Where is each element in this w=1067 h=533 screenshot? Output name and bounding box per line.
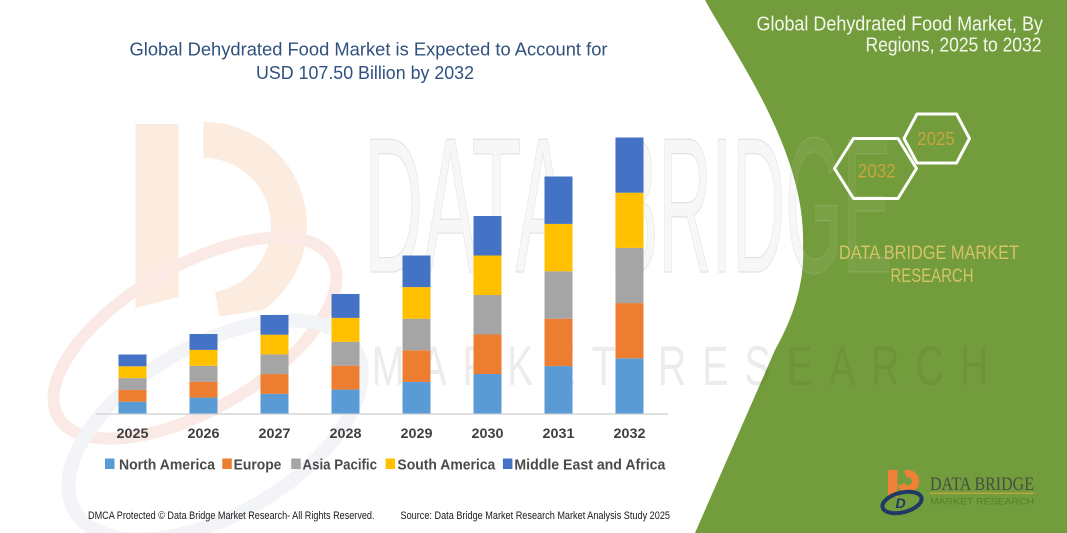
svg-text:2026: 2026	[188, 426, 221, 441]
svg-text:South America: South America	[397, 457, 496, 474]
svg-text:Middle East and Africa: Middle East and Africa	[514, 457, 666, 474]
svg-text:Asia Pacific: Asia Pacific	[303, 457, 378, 474]
svg-text:Europe: Europe	[234, 457, 282, 474]
svg-text:Global Dehydrated Food Market: Global Dehydrated Food Market is Expecte…	[130, 40, 608, 60]
svg-text:2030: 2030	[472, 426, 504, 441]
svg-text:2028: 2028	[330, 426, 363, 441]
svg-text:D: D	[896, 495, 906, 511]
svg-text:MARKET RESEARCH: MARKET RESEARCH	[930, 497, 1034, 507]
svg-text:2031: 2031	[543, 426, 576, 441]
svg-text:2032: 2032	[614, 426, 646, 441]
svg-text:2032: 2032	[858, 161, 896, 183]
svg-text:Global Dehydrated Food Market,: Global Dehydrated Food Market, By	[757, 14, 1043, 36]
svg-text:USD 107.50 Billion by 2032: USD 107.50 Billion by 2032	[256, 63, 474, 83]
svg-text:2025: 2025	[117, 426, 150, 441]
svg-text:RESEARCH: RESEARCH	[891, 266, 974, 287]
svg-text:DMCA Protected © Data Bridge M: DMCA Protected © Data Bridge Market Rese…	[88, 510, 375, 522]
svg-text:DATA BRIDGE: DATA BRIDGE	[930, 474, 1034, 495]
svg-text:DATA BRIDGE MARKET: DATA BRIDGE MARKET	[839, 243, 1019, 264]
svg-text:DATA: DATA	[364, 97, 570, 313]
svg-text:Source: Data Bridge Market Res: Source: Data Bridge Market Research Mark…	[401, 510, 671, 522]
svg-text:2025: 2025	[917, 129, 955, 149]
svg-text:North America: North America	[119, 457, 216, 474]
svg-text:Regions, 2025 to 2032: Regions, 2025 to 2032	[866, 35, 1042, 57]
svg-text:2027: 2027	[259, 426, 291, 441]
svg-text:2029: 2029	[401, 426, 433, 441]
